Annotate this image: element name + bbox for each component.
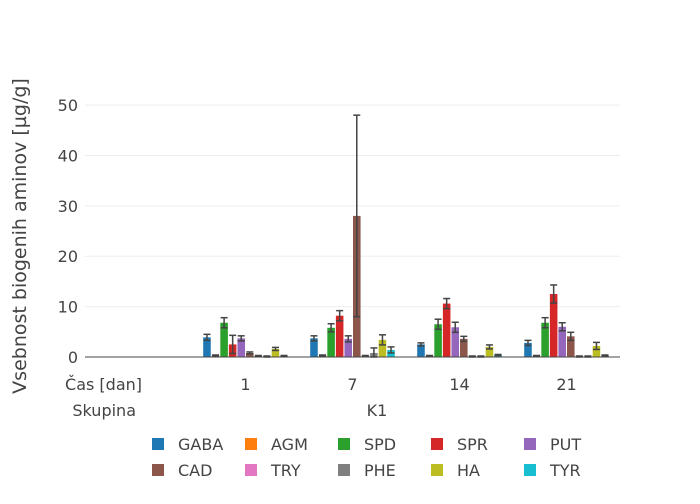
legend-swatch xyxy=(152,464,164,476)
bar-cad xyxy=(460,338,468,357)
bar-ha xyxy=(378,339,387,357)
legend: GABA AGM SPD SPR PUT CAD TRY PHE HA TYR xyxy=(152,435,581,480)
bar-ha xyxy=(485,346,494,357)
legend-label: PHE xyxy=(364,461,396,480)
legend-swatch xyxy=(431,438,443,450)
x-tick-label: 1 xyxy=(240,375,250,394)
bar-spr xyxy=(549,294,558,357)
legend-item-cad[interactable]: CAD xyxy=(152,461,212,480)
legend-item-put[interactable]: PUT xyxy=(524,435,581,454)
legend-label: TYR xyxy=(549,461,581,480)
bar-gaba xyxy=(203,337,211,357)
legend-item-spr[interactable]: SPR xyxy=(431,435,488,454)
y-tick-label: 40 xyxy=(58,146,78,165)
y-axis-title: Vsebnost biogenih aminov [µg/g] xyxy=(9,78,31,394)
legend-swatch xyxy=(338,438,350,450)
legend-item-gaba[interactable]: GABA xyxy=(152,435,223,454)
x-axis-row2-label: Skupina xyxy=(72,401,136,420)
legend-swatch xyxy=(338,464,350,476)
bar-cad xyxy=(567,336,575,357)
legend-item-phe[interactable]: PHE xyxy=(338,461,396,480)
bar-spd xyxy=(541,322,549,357)
bar-spd xyxy=(220,322,228,357)
legend-item-ha[interactable]: HA xyxy=(431,461,480,480)
x-axis-row1-label: Čas [dan] xyxy=(65,375,142,394)
legend-item-try[interactable]: TRY xyxy=(245,461,301,480)
legend-swatch xyxy=(152,438,164,450)
axes: 0 10 20 30 40 50 1 7 14 21 xyxy=(58,96,620,394)
bar-spr xyxy=(335,315,344,357)
x-tick-label: 7 xyxy=(347,375,357,394)
legend-label: PUT xyxy=(550,435,581,454)
legend-swatch xyxy=(524,438,536,450)
legend-label: HA xyxy=(457,461,480,480)
legend-label: SPR xyxy=(457,435,488,454)
legend-swatch xyxy=(245,438,257,450)
legend-label: GABA xyxy=(178,435,223,454)
legend-label: SPD xyxy=(364,435,396,454)
legend-swatch xyxy=(245,464,257,476)
legend-swatch xyxy=(524,464,536,476)
legend-item-spd[interactable]: SPD xyxy=(338,435,396,454)
bar-gaba xyxy=(417,344,425,357)
y-tick-label: 10 xyxy=(58,298,78,317)
x-tick-label: 21 xyxy=(556,375,576,394)
bar-put xyxy=(237,338,245,357)
bar-gaba xyxy=(524,342,532,357)
y-tick-label: 0 xyxy=(68,348,78,367)
y-tick-label: 30 xyxy=(58,197,78,216)
y-tick-label: 50 xyxy=(58,96,78,115)
legend-swatch xyxy=(431,464,443,476)
bar-put xyxy=(451,327,459,357)
bar-ha xyxy=(592,345,601,357)
legend-item-agm[interactable]: AGM xyxy=(245,435,308,454)
bar-spr xyxy=(442,303,451,357)
x-tick-label: 14 xyxy=(449,375,469,394)
legend-item-tyr[interactable]: TYR xyxy=(524,461,581,480)
y-tick-label: 20 xyxy=(58,247,78,266)
bar-gaba xyxy=(310,338,318,357)
bar-spd xyxy=(434,324,442,357)
grid-lines xyxy=(85,104,620,308)
legend-label: CAD xyxy=(178,461,212,480)
bar-spd xyxy=(327,327,335,357)
legend-label: AGM xyxy=(271,435,308,454)
legend-label: TRY xyxy=(270,461,301,480)
bars xyxy=(203,114,609,358)
bar-put xyxy=(558,326,566,357)
bar-ha xyxy=(271,348,280,357)
x-axis-group-label: K1 xyxy=(367,401,388,420)
bar-cad xyxy=(246,352,254,357)
bar-put xyxy=(344,338,352,357)
